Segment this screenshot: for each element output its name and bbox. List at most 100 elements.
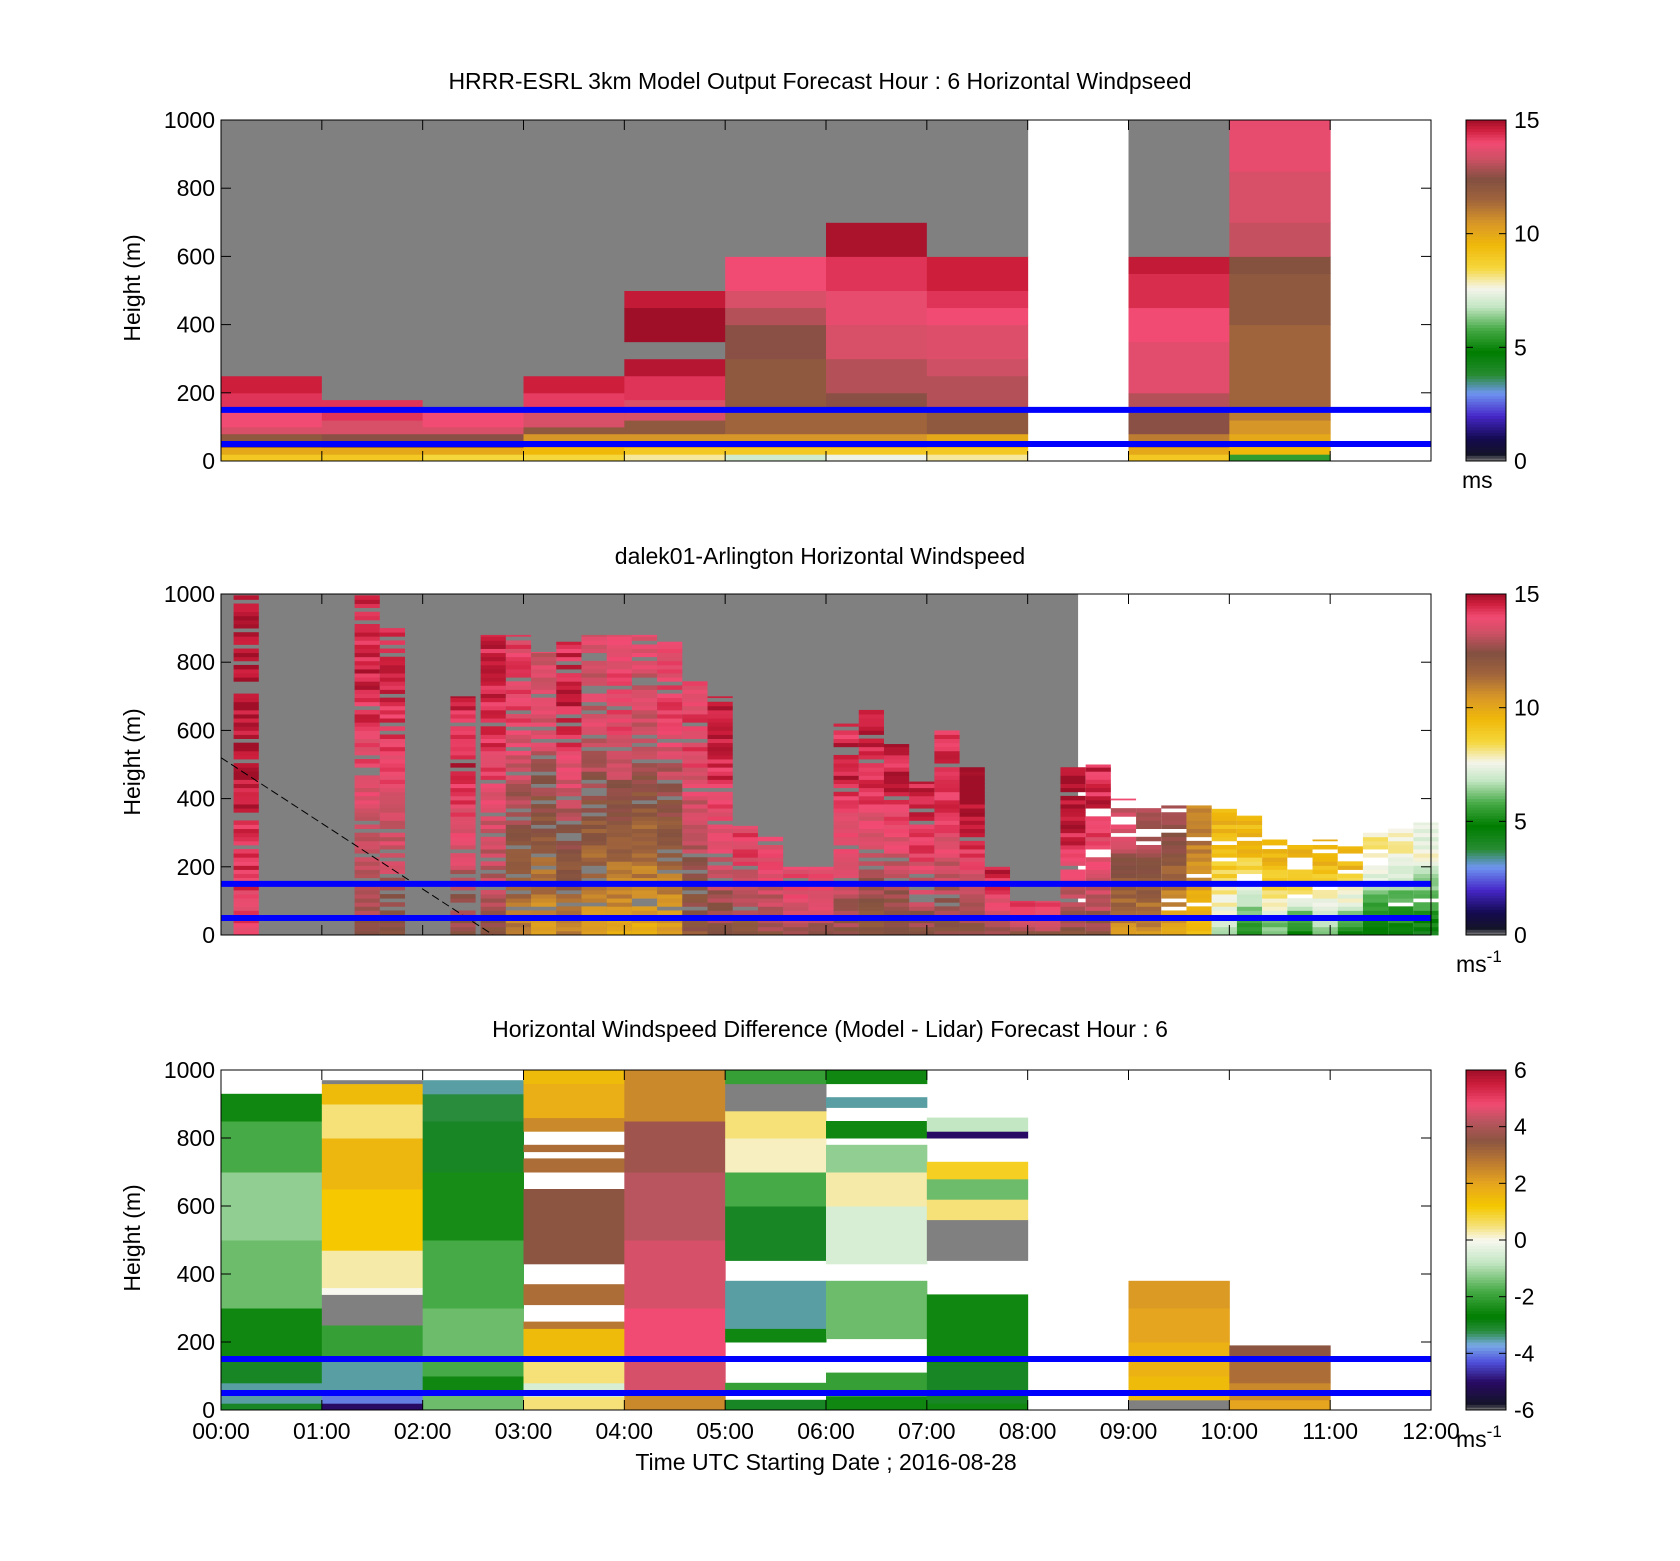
data-cell xyxy=(1060,877,1086,883)
data-cell xyxy=(909,930,935,936)
data-cell xyxy=(808,910,834,915)
data-cell xyxy=(480,808,506,813)
colorbar-swatch xyxy=(1466,1342,1506,1346)
data-cell xyxy=(926,447,1029,455)
data-cell xyxy=(1262,877,1288,883)
colorbar-tick-label: 5 xyxy=(1514,334,1527,360)
data-cell xyxy=(1388,873,1414,879)
data-cell xyxy=(1161,885,1187,891)
data-cell xyxy=(480,640,506,645)
panel-model-colorbar-unit: ms xyxy=(1462,467,1493,493)
data-cell xyxy=(354,656,380,662)
data-cell xyxy=(450,763,476,768)
data-cell xyxy=(858,828,884,834)
data-cell xyxy=(707,902,733,907)
data-cell xyxy=(1312,873,1338,879)
data-cell xyxy=(883,771,910,776)
data-cell xyxy=(682,746,708,752)
colorbar-swatch xyxy=(1466,1376,1506,1380)
colorbar-swatch xyxy=(1466,279,1506,283)
data-cell xyxy=(450,697,476,703)
data-cell xyxy=(682,750,708,756)
data-cell xyxy=(505,828,532,834)
data-cell xyxy=(233,754,259,760)
colorbar-swatch xyxy=(1466,350,1506,354)
data-cell xyxy=(624,307,726,343)
data-cell xyxy=(657,894,683,899)
profile-column xyxy=(581,634,607,936)
data-cell xyxy=(1060,840,1086,846)
data-cell xyxy=(1362,865,1389,870)
data-cell xyxy=(959,775,985,780)
colorbar-swatch xyxy=(1466,636,1506,640)
data-cell xyxy=(657,910,683,915)
data-cell xyxy=(1128,454,1230,462)
data-cell xyxy=(631,636,658,641)
data-cell xyxy=(606,636,632,641)
data-cell xyxy=(682,775,708,780)
data-cell xyxy=(1312,853,1338,858)
colorbar-swatch xyxy=(1466,1274,1506,1278)
data-cell xyxy=(858,808,884,813)
data-cell xyxy=(1060,808,1086,813)
data-cell xyxy=(1211,820,1237,825)
data-cell xyxy=(581,673,607,678)
data-cell xyxy=(682,718,708,723)
data-cell xyxy=(682,877,708,883)
data-cell xyxy=(233,824,259,830)
data-cell xyxy=(523,1321,625,1329)
data-cell xyxy=(379,738,406,744)
data-cell xyxy=(1110,910,1137,915)
data-cell xyxy=(959,840,985,846)
data-cell xyxy=(934,730,960,735)
data-cell xyxy=(450,898,476,903)
colorbar-swatch xyxy=(1466,895,1506,899)
data-cell xyxy=(959,816,985,821)
data-cell xyxy=(505,824,532,830)
data-cell xyxy=(505,767,532,772)
data-cell xyxy=(556,767,582,772)
data-cell xyxy=(581,722,607,727)
data-cell xyxy=(1161,832,1187,838)
data-cell xyxy=(624,1240,726,1309)
data-cell xyxy=(1161,853,1187,858)
data-cell xyxy=(233,746,259,752)
data-cell xyxy=(909,865,935,870)
data-cell xyxy=(1362,922,1389,928)
data-cell xyxy=(1388,865,1414,870)
data-cell xyxy=(379,697,406,703)
data-cell xyxy=(682,754,708,760)
colorbar-swatch xyxy=(1466,1169,1506,1173)
profile-column xyxy=(606,634,632,936)
data-cell xyxy=(783,885,809,891)
data-cell xyxy=(531,709,557,715)
data-cell xyxy=(757,857,784,862)
data-cell xyxy=(1287,849,1313,854)
data-cell xyxy=(354,791,380,797)
data-cell xyxy=(1186,926,1212,932)
data-cell xyxy=(1229,324,1331,411)
data-cell xyxy=(1060,767,1086,772)
data-cell xyxy=(1186,840,1212,846)
data-cell xyxy=(233,705,259,711)
data-cell xyxy=(934,754,960,760)
data-cell xyxy=(1236,902,1263,907)
data-cell xyxy=(581,705,607,711)
data-cell xyxy=(1110,840,1137,846)
data-cell xyxy=(379,812,406,817)
data-cell xyxy=(480,840,506,846)
data-cell xyxy=(1060,844,1086,850)
data-cell xyxy=(556,759,582,764)
colorbar-swatch xyxy=(1466,438,1506,442)
data-cell xyxy=(959,853,985,858)
colorbar-swatch xyxy=(1466,684,1506,689)
colorbar-swatch xyxy=(1466,1123,1506,1128)
data-cell xyxy=(682,885,708,891)
colorbar-swatch xyxy=(1466,182,1506,186)
data-cell xyxy=(450,808,476,813)
data-cell xyxy=(1136,857,1162,862)
colorbar-swatch xyxy=(1466,1104,1506,1108)
x-tick-label: 02:00 xyxy=(394,1418,452,1444)
data-cell xyxy=(1085,869,1111,875)
